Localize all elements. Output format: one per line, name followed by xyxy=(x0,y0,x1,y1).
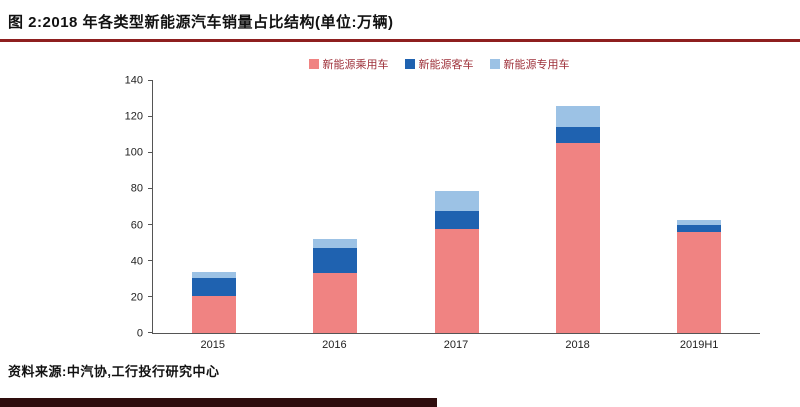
bars xyxy=(153,81,760,333)
chart-legend: 新能源乘用车 新能源客车 新能源专用车 xyxy=(118,56,760,72)
source-note: 资料来源:中汽协,工行投行研究中心 xyxy=(8,364,220,379)
x-tick-label-2018: 2018 xyxy=(565,339,590,351)
header-rule xyxy=(0,39,800,42)
x-tick-label-2017: 2017 xyxy=(443,339,469,351)
y-tick-mark xyxy=(148,296,153,297)
y-tick-mark xyxy=(148,332,153,333)
legend-item-新能源专用车: 新能源专用车 xyxy=(489,56,570,72)
y-tick-mark xyxy=(148,188,153,189)
y-tick-label-40: 40 xyxy=(130,255,143,268)
y-axis: 0 20 40 60 80 100 120 140 xyxy=(118,75,152,339)
bar-segment-2017-新能源专用车 xyxy=(434,190,479,211)
y-tick-label-60: 60 xyxy=(130,219,143,232)
y-tick-label-80: 80 xyxy=(130,182,143,195)
y-tick-label-120: 120 xyxy=(124,110,143,123)
legend-swatch-icon xyxy=(404,59,415,69)
y-tick-mark xyxy=(148,116,153,117)
x-tick-label-2019H1: 2019H1 xyxy=(679,339,719,351)
x-tick-label-2016: 2016 xyxy=(322,339,347,351)
bar-segment-2016-新能源客车 xyxy=(313,248,358,273)
legend-label: 新能源专用车 xyxy=(503,59,570,71)
bar-segment-2018-新能源乘用车 xyxy=(555,143,600,333)
bar-group-2018 xyxy=(517,81,638,333)
bar-2018 xyxy=(555,81,600,333)
legend-swatch-icon xyxy=(489,59,500,69)
y-tick-label-0: 0 xyxy=(136,327,143,340)
bar-segment-2017-新能源乘用车 xyxy=(434,228,479,333)
legend-swatch-icon xyxy=(308,59,319,69)
bar-group-2015 xyxy=(153,81,274,333)
footer-bar xyxy=(0,398,437,407)
legend-label: 新能源客车 xyxy=(418,59,474,71)
x-axis-labels: 2015 2016 2017 2018 2019H1 xyxy=(152,339,760,351)
bar-segment-2019H1-新能源客车 xyxy=(677,225,722,233)
bar-segment-2019H1-新能源专用车 xyxy=(677,219,722,226)
bar-group-2016 xyxy=(274,81,395,333)
y-tick-mark xyxy=(148,224,153,225)
bar-2019H1 xyxy=(677,81,722,333)
legend-item-新能源客车: 新能源客车 xyxy=(404,56,474,72)
plot-area xyxy=(148,80,760,334)
bar-group-2019H1 xyxy=(639,81,760,333)
legend-label: 新能源乘用车 xyxy=(322,59,389,71)
y-tick-mark xyxy=(148,260,153,261)
bar-segment-2015-新能源客车 xyxy=(191,278,236,297)
plot-wrap: 0 20 40 60 80 100 120 140 xyxy=(118,75,760,339)
x-tick-label-2015: 2015 xyxy=(200,339,226,351)
bar-segment-2017-新能源客车 xyxy=(434,210,479,229)
y-tick-label-100: 100 xyxy=(124,146,143,159)
chart: 新能源乘用车 新能源客车 新能源专用车 0 20 40 60 80 100 120 140 201… xyxy=(118,56,760,351)
y-tick-label-20: 20 xyxy=(130,291,143,304)
y-tick-mark xyxy=(148,152,153,153)
y-tick-mark xyxy=(148,80,153,81)
figure-title: 图 2:2018 年各类型新能源汽车销量占比结构(单位:万辆) xyxy=(8,14,394,31)
y-tick-label-140: 140 xyxy=(124,74,143,87)
bar-group-2017 xyxy=(396,81,517,333)
bar-segment-2016-新能源乘用车 xyxy=(313,272,358,333)
bar-segment-2016-新能源专用车 xyxy=(313,239,358,249)
bar-segment-2018-新能源客车 xyxy=(555,126,600,144)
bar-segment-2015-新能源乘用车 xyxy=(191,296,236,333)
bar-segment-2015-新能源专用车 xyxy=(191,271,236,279)
bar-2016 xyxy=(313,81,358,333)
bar-2017 xyxy=(434,81,479,333)
legend-item-新能源乘用车: 新能源乘用车 xyxy=(308,56,389,72)
bar-segment-2018-新能源专用车 xyxy=(555,106,600,127)
bar-segment-2019H1-新能源乘用车 xyxy=(677,232,722,333)
bar-2015 xyxy=(191,81,236,333)
